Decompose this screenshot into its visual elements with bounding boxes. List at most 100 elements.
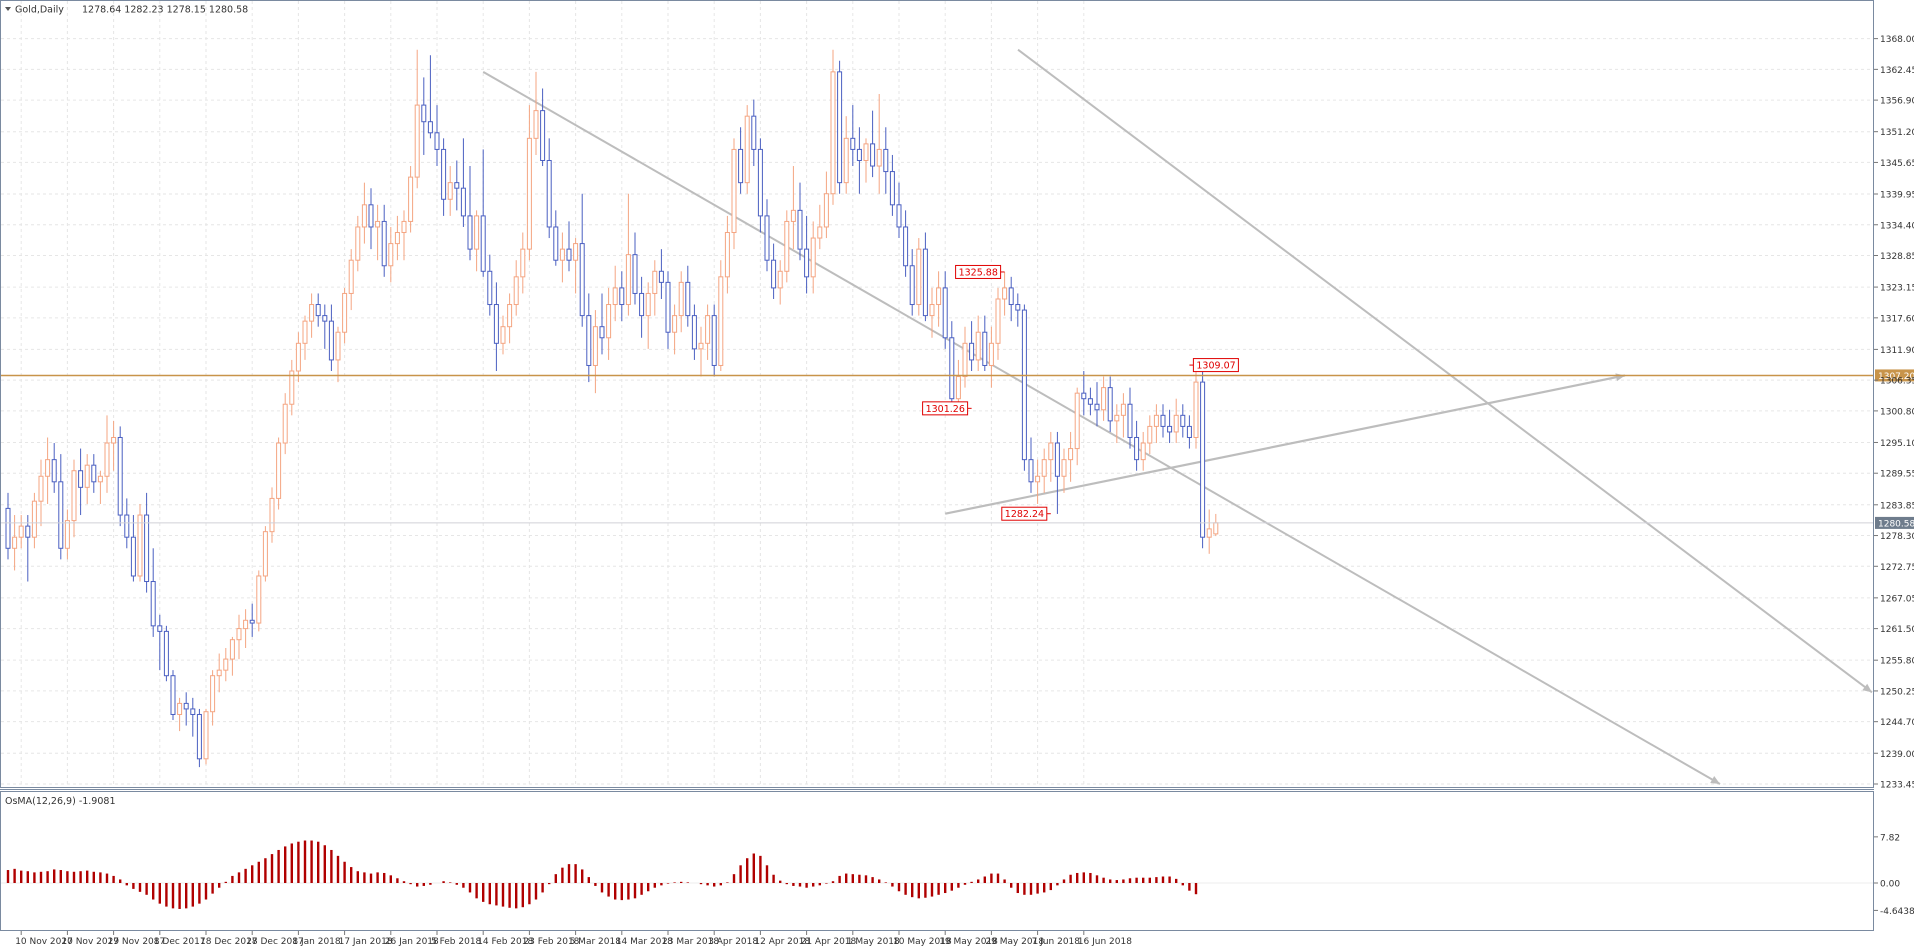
- candle-body: [619, 287, 625, 306]
- candle-body: [401, 220, 407, 234]
- y-tick-label: 1255.80: [1880, 657, 1914, 667]
- candle-body: [216, 669, 222, 677]
- candle: [1213, 513, 1219, 537]
- y-tick-label: 1289.55: [1880, 470, 1914, 480]
- horizontal-line-price-label: 1307.20: [1878, 372, 1914, 382]
- candle-body: [559, 248, 565, 261]
- candle: [467, 166, 473, 261]
- collapse-triangle-icon[interactable]: [5, 7, 11, 11]
- candle: [434, 105, 440, 167]
- price-axis: 1368.00 1362.45 1356.90 1351.20 1345.65 1339.…: [1874, 35, 1914, 791]
- price-labels: 1325.88 1309.07 1301.26 1282.24: [922, 264, 1239, 521]
- candle: [863, 138, 869, 183]
- trendline[interactable]: [1017, 48, 1873, 694]
- candle-body: [797, 209, 803, 250]
- candle-body: [520, 248, 526, 278]
- candle: [1180, 404, 1186, 438]
- x-tick-label: 28 Dec 2017: [246, 937, 304, 947]
- x-tick-label: 10 May 2018: [893, 937, 952, 947]
- y-tick-label: 1295.10: [1880, 439, 1914, 449]
- candle: [276, 437, 282, 510]
- trendline[interactable]: [944, 374, 1626, 515]
- candle-body: [810, 237, 816, 278]
- candle: [672, 304, 678, 355]
- y-tick-label: 1328.85: [1880, 252, 1914, 262]
- candle: [295, 332, 301, 383]
- candle-body: [295, 342, 301, 372]
- candle-body: [757, 148, 763, 217]
- candle: [480, 149, 486, 277]
- price-callout-text: 1282.24: [1005, 509, 1044, 520]
- candle-body: [1008, 287, 1014, 306]
- candle: [427, 55, 433, 139]
- candle-body: [1186, 425, 1192, 438]
- candle: [262, 526, 268, 582]
- trendline[interactable]: [482, 70, 1721, 785]
- candle: [665, 271, 671, 349]
- candle-body: [751, 115, 757, 150]
- candle-body: [12, 536, 18, 549]
- candle-body: [58, 481, 64, 549]
- y-tick-label: 1345.65: [1880, 159, 1914, 169]
- candle: [25, 515, 31, 582]
- candle-body: [408, 176, 414, 222]
- candle: [216, 653, 222, 693]
- candle: [342, 287, 348, 344]
- candle-body: [1180, 414, 1186, 427]
- last-price-label: 1280.58: [1878, 519, 1914, 529]
- candle-body: [1035, 475, 1041, 483]
- candle: [870, 110, 876, 178]
- candle: [830, 49, 836, 205]
- candle-body: [335, 331, 341, 361]
- candle-body: [507, 304, 513, 328]
- y-tick-label: 1351.20: [1880, 128, 1914, 138]
- candle: [5, 492, 11, 560]
- candle-body: [658, 270, 664, 283]
- candle: [784, 210, 790, 283]
- candle: [995, 287, 1001, 360]
- candle: [1107, 376, 1113, 432]
- candle: [1081, 371, 1087, 416]
- candle-body: [454, 182, 460, 189]
- y-tick-label: 1244.70: [1880, 718, 1914, 728]
- candle-body: [698, 342, 704, 350]
- candle: [236, 614, 242, 660]
- candle: [757, 138, 763, 233]
- candle-body: [823, 193, 829, 228]
- candle-body: [546, 159, 552, 228]
- candle-body: [223, 658, 229, 671]
- x-tick-label: 18 Dec 2017: [200, 937, 258, 947]
- candle-body: [863, 143, 869, 161]
- candle-body: [843, 137, 849, 184]
- candle: [355, 215, 361, 272]
- candle-body: [804, 248, 810, 278]
- candle: [157, 614, 163, 671]
- candle-body: [104, 442, 110, 477]
- candle: [929, 287, 935, 338]
- candle: [903, 210, 909, 277]
- candle: [1140, 431, 1146, 471]
- candle: [58, 454, 64, 560]
- candle-body: [144, 514, 150, 583]
- x-tick-label: 20 Nov 2017: [61, 937, 119, 947]
- candle: [223, 647, 229, 682]
- candle-body: [276, 442, 282, 499]
- candle-body: [1048, 442, 1054, 461]
- osma-tick-label: 0.00: [1880, 880, 1900, 890]
- candle-body: [1114, 414, 1120, 422]
- candle: [447, 166, 453, 216]
- candle-body: [474, 215, 480, 250]
- candle: [579, 193, 585, 327]
- candle-body: [929, 304, 935, 317]
- candle-body: [388, 243, 394, 267]
- candle: [777, 260, 783, 305]
- symbol-label: Gold,Daily: [15, 5, 64, 16]
- candle-body: [942, 287, 948, 339]
- candle-body: [526, 137, 532, 250]
- candle: [1041, 448, 1047, 493]
- candle: [1193, 365, 1199, 449]
- horizontal-level-line[interactable]: 1307.20 1280.58: [1, 369, 1914, 529]
- y-tick-label: 1239.00: [1880, 750, 1914, 760]
- candle-body: [936, 287, 942, 306]
